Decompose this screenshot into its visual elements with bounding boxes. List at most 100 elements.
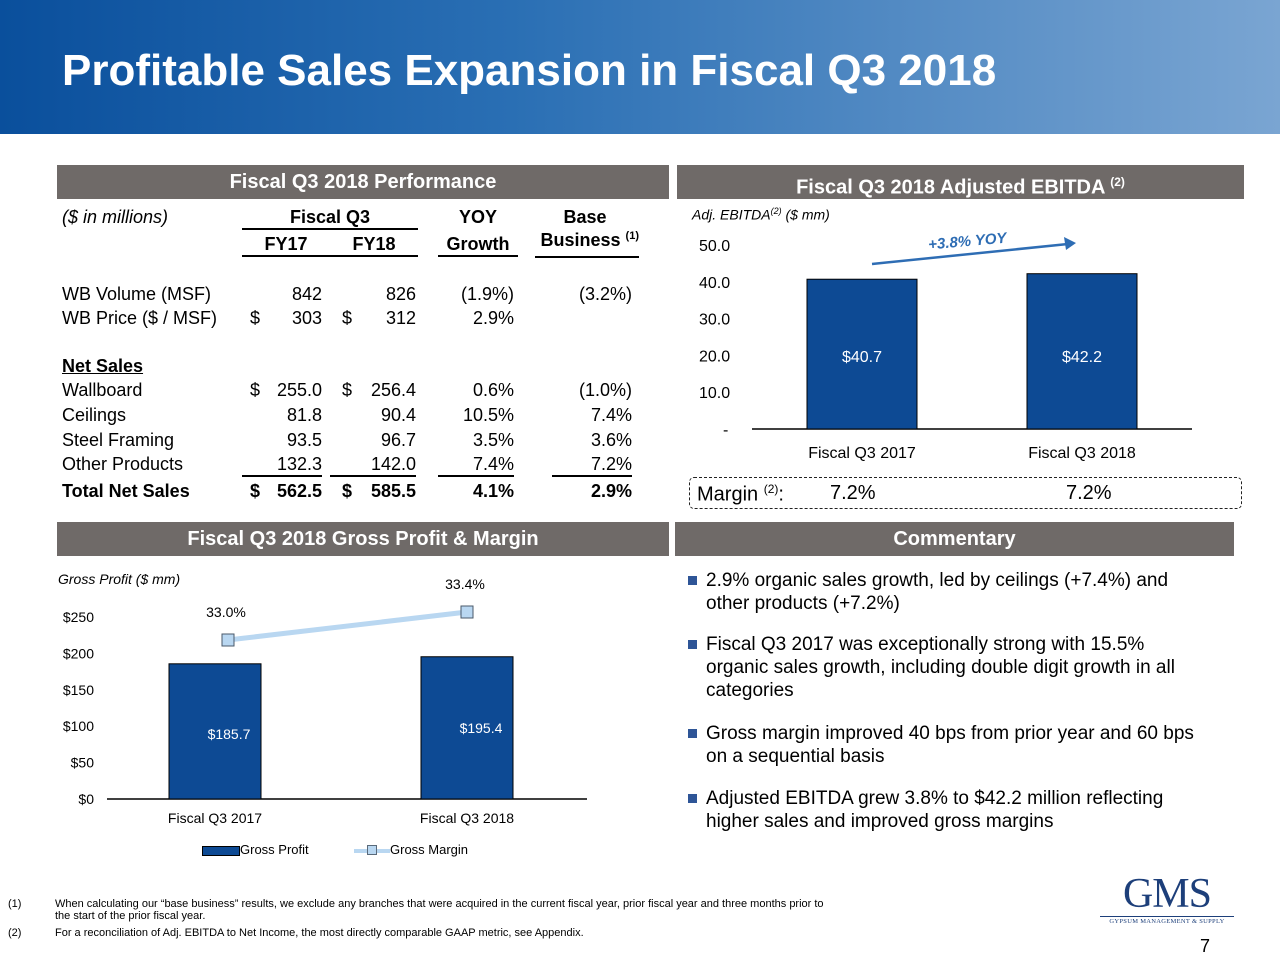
bullet-line: Gross margin improved 40 bps from prior …	[706, 723, 1194, 744]
footnote-line: When calculating our “base business” res…	[55, 898, 824, 910]
gross-profit-bar-value-label: $195.4	[460, 720, 503, 736]
x-tick-label: Fiscal Q3 2017	[808, 445, 916, 462]
ebitda-units-sup: (2)	[770, 206, 782, 216]
fy18-value: 142.0	[330, 454, 416, 477]
growth-value: 3.5%	[472, 430, 514, 450]
col-business-sup: (1)	[625, 230, 639, 242]
currency-sign: $	[250, 380, 261, 400]
row-label: WB Volume (MSF)	[62, 284, 212, 304]
y-tick-label: $50	[71, 755, 95, 771]
margin-label: Margin	[697, 483, 759, 506]
units-label: ($ in millions)	[62, 207, 169, 227]
growth-value: 0.6%	[472, 380, 514, 400]
margin-label-wrap: Margin (2):	[697, 482, 784, 507]
logo-wordmark: GMS	[1122, 871, 1212, 917]
y-tick-label: $200	[63, 645, 94, 661]
slide-title: Profitable Sales Expansion in Fiscal Q3 …	[62, 46, 997, 95]
currency-sign: $	[342, 380, 353, 400]
ebitda-header-sup: (2)	[1110, 175, 1125, 189]
y-tick-label: 10.0	[699, 385, 730, 402]
col-fiscal-q3: Fiscal Q3	[242, 207, 418, 230]
ebitda-bar-value-label: $42.2	[1062, 349, 1102, 366]
base-value: 2.9%	[590, 481, 632, 501]
commentary-bullet: Adjusted EBITDA grew 3.8% to $42.2 milli…	[688, 787, 1248, 833]
fy18-value: 585.5	[370, 481, 416, 501]
fy18-value: 90.4	[380, 405, 416, 425]
bullet-line: on a sequential basis	[706, 746, 885, 767]
legend-bar-swatch	[202, 846, 240, 856]
y-tick-label: $0	[78, 791, 94, 807]
bullet-line: Fiscal Q3 2017 was exceptionally strong …	[706, 634, 1145, 655]
gross-units: Gross Profit ($ mm)	[58, 571, 181, 587]
table-row: WB Volume (MSF) 842 826 (1.9%) (3.2%)	[62, 284, 652, 308]
growth-value: (1.9%)	[460, 284, 514, 304]
base-value: 7.2%	[552, 454, 632, 477]
x-tick-label: Fiscal Q3 2018	[1028, 445, 1136, 462]
footnote-2: (2) For a reconciliation of Adj. EBITDA …	[8, 927, 1068, 939]
growth-value: 4.1%	[472, 481, 514, 501]
row-label: Ceilings	[62, 405, 127, 425]
gross-header: Fiscal Q3 2018 Gross Profit & Margin	[57, 522, 669, 556]
row-label: WB Price ($ / MSF)	[62, 308, 218, 328]
margin-box: Margin (2): 7.2% 7.2%	[689, 477, 1242, 509]
commentary-bullet: Gross margin improved 40 bps from prior …	[688, 722, 1248, 768]
commentary-header: Commentary	[675, 522, 1234, 556]
row-label: Other Products	[62, 454, 184, 474]
growth-value: 10.5%	[462, 405, 514, 425]
fy17-value: 562.5	[276, 481, 322, 501]
row-label: Wallboard	[62, 380, 143, 400]
footnote-number: (2)	[8, 927, 22, 939]
fy17-value: 132.3	[242, 454, 322, 477]
gms-logo: GMS GYPSUM MANAGEMENT & SUPPLY	[1092, 871, 1242, 925]
gross-profit-bar	[168, 663, 262, 800]
y-tick-label: -	[723, 422, 728, 439]
y-tick-label: 40.0	[699, 275, 730, 292]
col-yoy: YOY	[458, 207, 497, 227]
y-tick-label: 20.0	[699, 348, 730, 365]
net-sales-label: Net Sales	[62, 356, 144, 376]
x-tick-label: Fiscal Q3 2017	[168, 810, 262, 826]
growth-value: 2.9%	[472, 308, 514, 328]
x-tick-label: Fiscal Q3 2018	[420, 810, 514, 826]
footnote-line: the start of the prior fiscal year.	[55, 910, 206, 922]
currency-sign: $	[342, 308, 353, 328]
yoy-arrow-head	[1064, 237, 1076, 250]
yoy-arrow	[871, 237, 1076, 266]
ebitda-header: Fiscal Q3 2018 Adjusted EBITDA (2)	[677, 165, 1244, 199]
gross-profit-bar-value-label: $185.7	[208, 726, 251, 742]
base-value: (1.0%)	[578, 380, 632, 400]
margin-value-2017: 7.2%	[830, 482, 876, 504]
col-growth: Growth	[438, 234, 518, 257]
ebitda-units-post: ($ mm)	[781, 206, 830, 223]
footnote-number: (1)	[8, 898, 22, 910]
ebitda-bar	[1026, 273, 1138, 430]
ebitda-units: Adj. EBITDA(2) ($ mm)	[692, 206, 830, 223]
gross-profit-bar	[420, 656, 514, 800]
row-label: Total Net Sales	[62, 481, 190, 501]
footnote-1: (1) When calculating our “base business”…	[8, 898, 1068, 922]
legend-bar-label: Gross Profit	[240, 842, 309, 857]
gross-margin-marker	[221, 633, 235, 647]
currency-sign: $	[250, 481, 261, 501]
currency-sign: $	[250, 308, 261, 328]
ebitda-header-label: Fiscal Q3 2018 Adjusted EBITDA	[796, 176, 1105, 199]
margin-value-2018: 7.2%	[1066, 482, 1112, 504]
margin-colon: :	[778, 483, 784, 506]
fy18-value: 256.4	[370, 380, 416, 400]
col-fy17: FY17	[242, 234, 330, 257]
fy18-value: 312	[385, 308, 416, 328]
page-number: 7	[1200, 936, 1211, 956]
commentary-bullet: Fiscal Q3 2017 was exceptionally strong …	[688, 633, 1248, 702]
commentary-header-label: Commentary	[893, 528, 1016, 550]
base-value: 7.4%	[590, 405, 632, 425]
margin-sup: (2)	[763, 482, 779, 496]
yoy-arrow-line	[871, 242, 1069, 266]
bullet-square-icon	[688, 576, 697, 585]
ebitda-bar	[806, 278, 918, 430]
col-base: Base	[563, 207, 607, 227]
fy18-value: 826	[385, 284, 416, 304]
performance-header-label: Fiscal Q3 2018 Performance	[229, 171, 497, 193]
bullet-square-icon	[688, 729, 697, 738]
col-business: Business (1)	[535, 230, 639, 258]
